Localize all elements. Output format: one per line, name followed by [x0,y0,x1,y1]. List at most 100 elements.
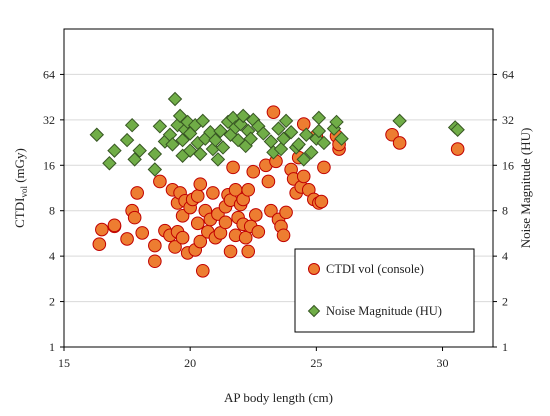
y-left-tick-label-2: 2 [49,295,55,309]
y-left-tick-label-1: 1 [49,340,55,354]
y-left-tick-label-8: 8 [49,204,55,218]
ctdi-point-56 [251,224,266,239]
noise-point-25 [195,113,211,129]
noise-point-63 [329,114,344,130]
ctdi-point-60 [266,105,281,119]
noise-point-4 [124,117,140,133]
ctdi-point-65 [279,205,293,220]
ctdi-point-54 [246,164,261,179]
noise-point-24 [193,146,208,162]
noise-point-0 [89,127,105,142]
ctdi-point-1 [95,222,109,237]
noise-point-6 [132,143,147,158]
x-axis: 15 20 25 30 [58,347,449,370]
noise-point-54 [291,137,306,152]
ctdi-point-30 [195,263,210,278]
y-right-tick-label-2: 2 [502,295,508,309]
ctdi-point-50 [238,230,253,245]
y-axis-left: 1 2 4 8 16 32 64 [43,67,64,354]
noise-point-39 [235,108,251,124]
ctdi-point-71 [296,169,311,184]
noise-point-52 [283,125,299,140]
noise-point-31 [213,123,228,139]
ctdi-point-58 [261,174,276,189]
y-axis-right: 1 2 4 8 16 32 64 [493,67,514,354]
y-right-tick-label-4: 4 [502,249,508,263]
ctdi-point-84 [450,142,465,156]
ctdi-point-6 [127,210,142,225]
noise-point-1 [102,156,117,171]
ctdi-point-28 [193,177,208,191]
noise-point-61 [316,135,332,151]
y-right-tick-label-16: 16 [502,158,514,172]
noise-point-57 [304,145,319,160]
plot-area-frame [63,28,494,348]
noise-point-45 [256,126,271,141]
noise-point-42 [243,131,258,146]
ctdi-point-52 [241,183,256,197]
noise-point-59 [311,123,327,139]
y-right-tick-label-32: 32 [502,113,514,127]
noise-point-55 [296,152,311,167]
noise-point-2 [107,143,122,158]
ctdi-point-51 [241,244,256,259]
ctdi-point-55 [248,208,263,222]
ctdi-point-72 [296,117,311,131]
ctdi-point-38 [218,215,233,230]
legend-label-noise: Noise Magnitude (HU) [326,304,442,318]
ctdi-point-43 [226,160,240,175]
ctdi-point-3 [107,218,122,233]
ctdi-point-78 [317,160,331,175]
y-right-tick-label-1: 1 [502,340,508,354]
y-left-tick-label-32: 32 [43,113,55,127]
noise-point-32 [215,140,231,155]
ctdi-point-34 [206,186,220,200]
noise-point-56 [299,127,314,142]
ctdi-point-64 [276,228,291,243]
y-left-tick-label-64: 64 [43,67,55,81]
ctdi-point-8 [135,226,150,240]
noise-point-51 [278,113,294,129]
noise-point-12 [165,137,180,152]
noise-point-49 [273,141,289,157]
ctdi-point-19 [175,230,190,245]
noise-point-7 [147,146,163,162]
noise-point-8 [147,162,163,177]
noise-point-60 [311,110,327,126]
x-tick-label-20: 20 [184,356,196,370]
x-axis-title: AP body length (cm) [224,390,333,405]
noise-point-64 [334,131,349,146]
ctdi-point-26 [190,216,205,231]
y-axis-left-title-main: CTDI [12,198,27,228]
y-axis-left-title: CTDIvol (mGy) [12,148,29,228]
noise-point-67 [450,122,465,137]
noise-point-13 [167,91,183,107]
y-left-tick-label-4: 4 [49,249,55,263]
ctdi-point-42 [223,244,238,259]
legend: CTDI vol (console) Noise Magnitude (HU) [294,248,475,333]
noise-point-48 [271,121,286,136]
x-tick-label-30: 30 [437,356,449,370]
ctdi-point-27 [190,189,205,203]
ctdi-point-59 [264,203,278,218]
ctdi-point-77 [314,194,329,209]
x-tick-label-25: 25 [310,356,322,370]
y-left-tick-label-16: 16 [43,158,55,172]
noise-point-17 [175,132,190,148]
legend-marker-ctdi [308,263,320,275]
y-right-tick-label-64: 64 [502,67,514,81]
ctdi-point-11 [153,174,167,189]
ctdi-point-29 [193,234,208,249]
noise-point-5 [127,152,142,167]
data-points [89,91,465,278]
legend-box [294,248,475,333]
y-axis-right-title: Noise Magnitude (HU) [518,128,533,249]
ctdi-point-83 [392,136,407,150]
x-tick-label-15: 15 [58,356,70,370]
noise-point-65 [392,113,407,129]
ctdi-point-15 [168,240,182,254]
ctdi-point-9 [148,238,162,253]
noise-point-9 [152,119,168,134]
noise-point-29 [208,132,223,148]
